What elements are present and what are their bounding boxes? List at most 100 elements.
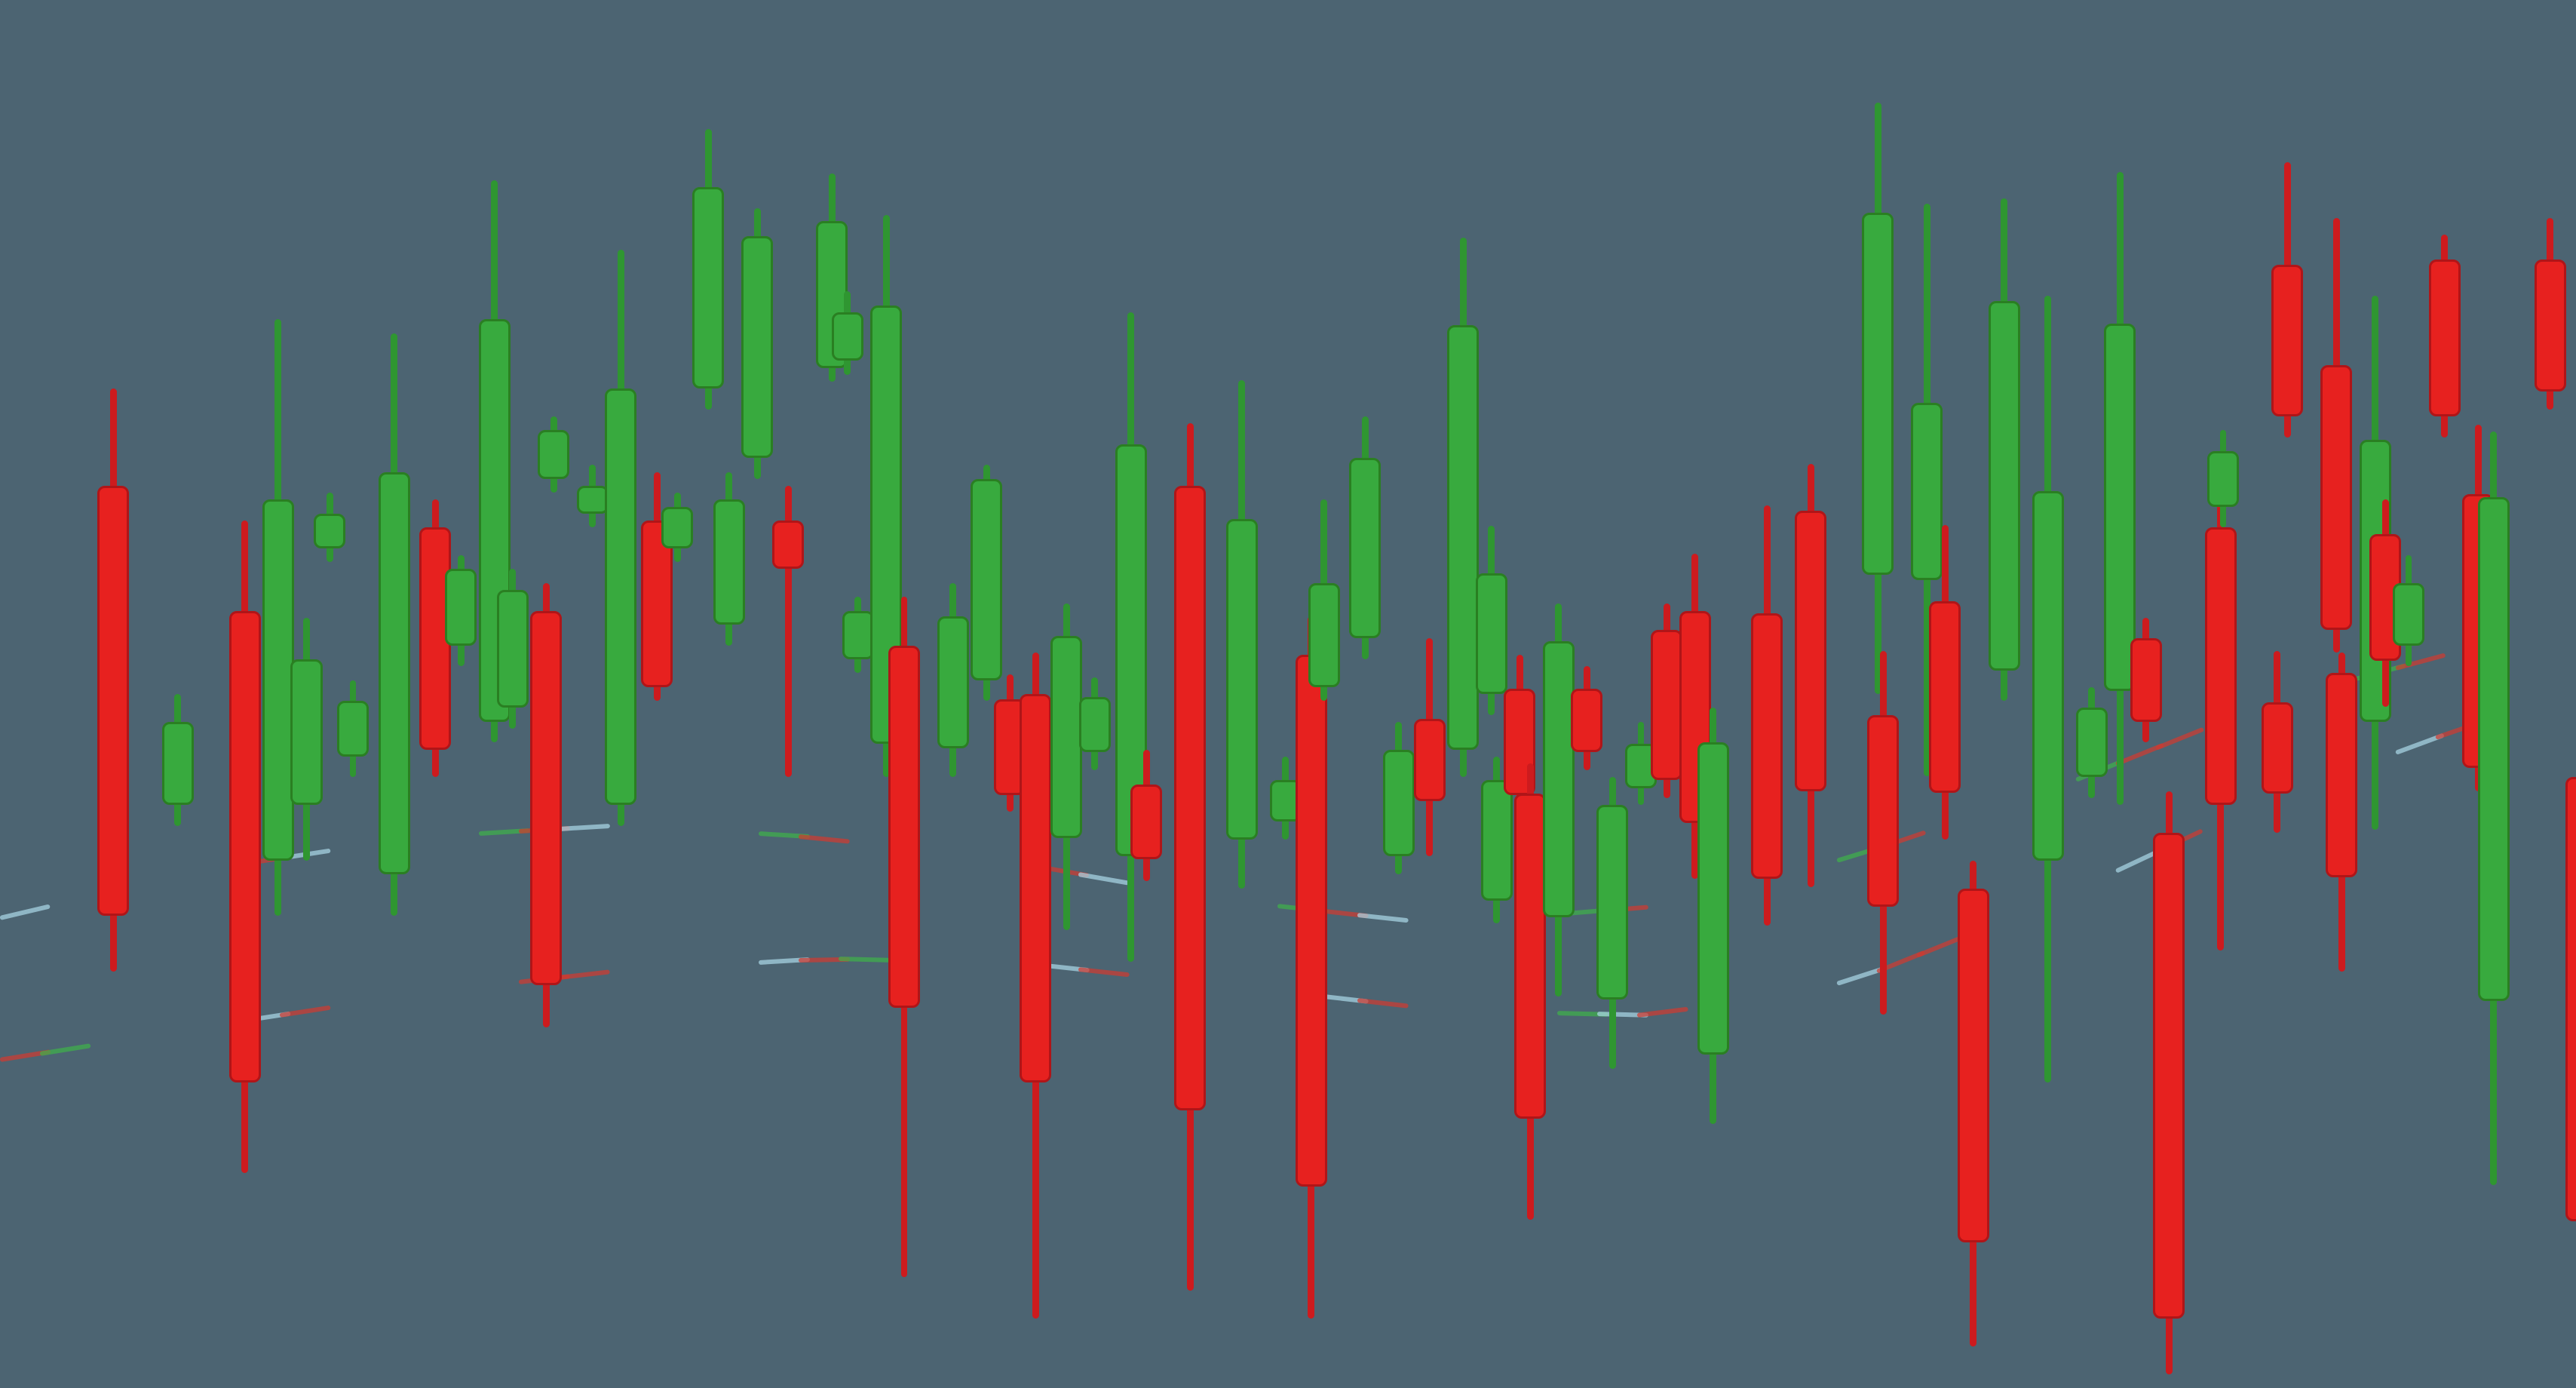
candle-body xyxy=(2204,527,2237,806)
candle-wick xyxy=(349,680,357,778)
candle-wick xyxy=(1282,756,1290,840)
candle-wick xyxy=(2490,431,2498,1186)
candle-body xyxy=(1651,630,1683,781)
candle-body xyxy=(713,499,745,625)
candle-body xyxy=(445,569,477,646)
candle-body xyxy=(1679,610,1711,824)
candle-body xyxy=(2369,534,2402,661)
candle-body xyxy=(2261,702,2293,794)
candle-wick xyxy=(1320,499,1328,702)
candle-wick xyxy=(589,465,596,528)
candle-wick xyxy=(550,416,557,493)
candle-body xyxy=(2130,638,2162,722)
candle-wick xyxy=(2547,217,2554,410)
candle-body xyxy=(1413,719,1446,801)
candle-body xyxy=(1504,688,1536,796)
candle-body xyxy=(2534,259,2566,392)
candle-wick xyxy=(2217,478,2225,951)
candle-wick xyxy=(1608,777,1616,1069)
candle-body xyxy=(1308,582,1340,687)
candle-body xyxy=(1751,613,1783,879)
candle-wick xyxy=(1516,655,1523,812)
candle-wick xyxy=(491,180,498,743)
candle-body xyxy=(1571,688,1603,753)
candle-wick xyxy=(2274,650,2281,833)
candle-body xyxy=(1382,749,1415,857)
candle-body xyxy=(1514,794,1547,1119)
candle-wick xyxy=(2088,686,2096,798)
candle-body xyxy=(937,616,969,748)
candle-wick xyxy=(1127,312,1135,963)
candle-body xyxy=(2206,451,2239,507)
candle-body xyxy=(378,471,410,875)
candle-wick xyxy=(1063,603,1070,930)
candle-body xyxy=(1867,714,1900,907)
candle-wick xyxy=(704,129,712,410)
candle-body xyxy=(888,645,921,1008)
candle-body xyxy=(314,513,346,548)
candle-wick xyxy=(326,493,333,563)
candle-wick xyxy=(2372,295,2378,831)
candle-body xyxy=(2462,494,2495,768)
candle-body xyxy=(661,506,694,548)
candle-wick xyxy=(1238,380,1245,889)
candle-wick xyxy=(2044,295,2052,1083)
candle-body xyxy=(1480,780,1513,901)
candle-body xyxy=(2565,777,2576,1222)
candle-wick xyxy=(784,486,792,778)
candle-wick xyxy=(725,471,733,646)
candle-body xyxy=(2392,582,2424,646)
candle-body xyxy=(1078,696,1111,753)
candle-wick xyxy=(882,215,890,778)
candle-body xyxy=(1697,742,1729,1055)
candle-body xyxy=(870,305,903,745)
candle-body xyxy=(1475,573,1507,694)
candle-wick xyxy=(1808,463,1814,887)
candle-body xyxy=(2359,440,2391,722)
candle-wick xyxy=(2332,217,2340,653)
candle-body xyxy=(831,312,863,361)
candle-body xyxy=(1911,402,1943,581)
candle-wick xyxy=(617,250,624,826)
candle-wick xyxy=(2165,791,2173,1374)
candle-body xyxy=(161,721,194,806)
candle-wick xyxy=(109,388,117,972)
candle-body xyxy=(971,478,1003,680)
candle-wick xyxy=(854,597,861,674)
candle-wick xyxy=(509,569,517,729)
candle-wick xyxy=(900,597,908,1277)
candle-body xyxy=(1174,486,1207,1110)
candle-body xyxy=(1050,635,1083,839)
candle-wick xyxy=(2474,425,2482,791)
